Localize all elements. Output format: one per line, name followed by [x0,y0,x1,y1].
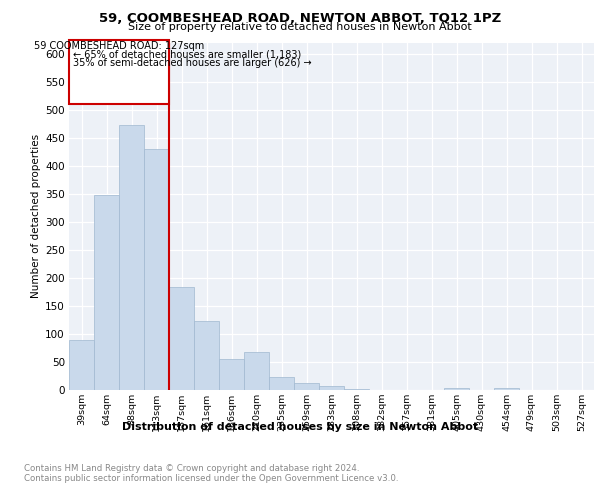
Bar [444,388,469,390]
Bar [69,340,94,390]
Text: 59 COOMBESHEAD ROAD: 127sqm: 59 COOMBESHEAD ROAD: 127sqm [34,42,204,51]
Bar [294,384,319,390]
Text: Distribution of detached houses by size in Newton Abbot: Distribution of detached houses by size … [122,422,478,432]
Bar [269,376,294,390]
Bar [244,352,269,390]
Bar [194,321,219,390]
Text: Contains public sector information licensed under the Open Government Licence v3: Contains public sector information licen… [24,474,398,483]
Bar [319,386,344,390]
FancyBboxPatch shape [69,40,169,104]
Bar [494,388,519,390]
Bar [94,195,119,390]
Text: 35% of semi-detached houses are larger (626) →: 35% of semi-detached houses are larger (… [73,58,311,68]
Text: Contains HM Land Registry data © Crown copyright and database right 2024.: Contains HM Land Registry data © Crown c… [24,464,359,473]
Bar [144,149,169,390]
Text: 59, COOMBESHEAD ROAD, NEWTON ABBOT, TQ12 1PZ: 59, COOMBESHEAD ROAD, NEWTON ABBOT, TQ12… [99,12,501,26]
Text: Size of property relative to detached houses in Newton Abbot: Size of property relative to detached ho… [128,22,472,32]
Y-axis label: Number of detached properties: Number of detached properties [31,134,41,298]
Bar [169,288,194,390]
Text: ← 65% of detached houses are smaller (1,183): ← 65% of detached houses are smaller (1,… [73,50,301,60]
Bar [219,359,244,390]
Bar [119,125,144,390]
Bar [344,389,369,390]
